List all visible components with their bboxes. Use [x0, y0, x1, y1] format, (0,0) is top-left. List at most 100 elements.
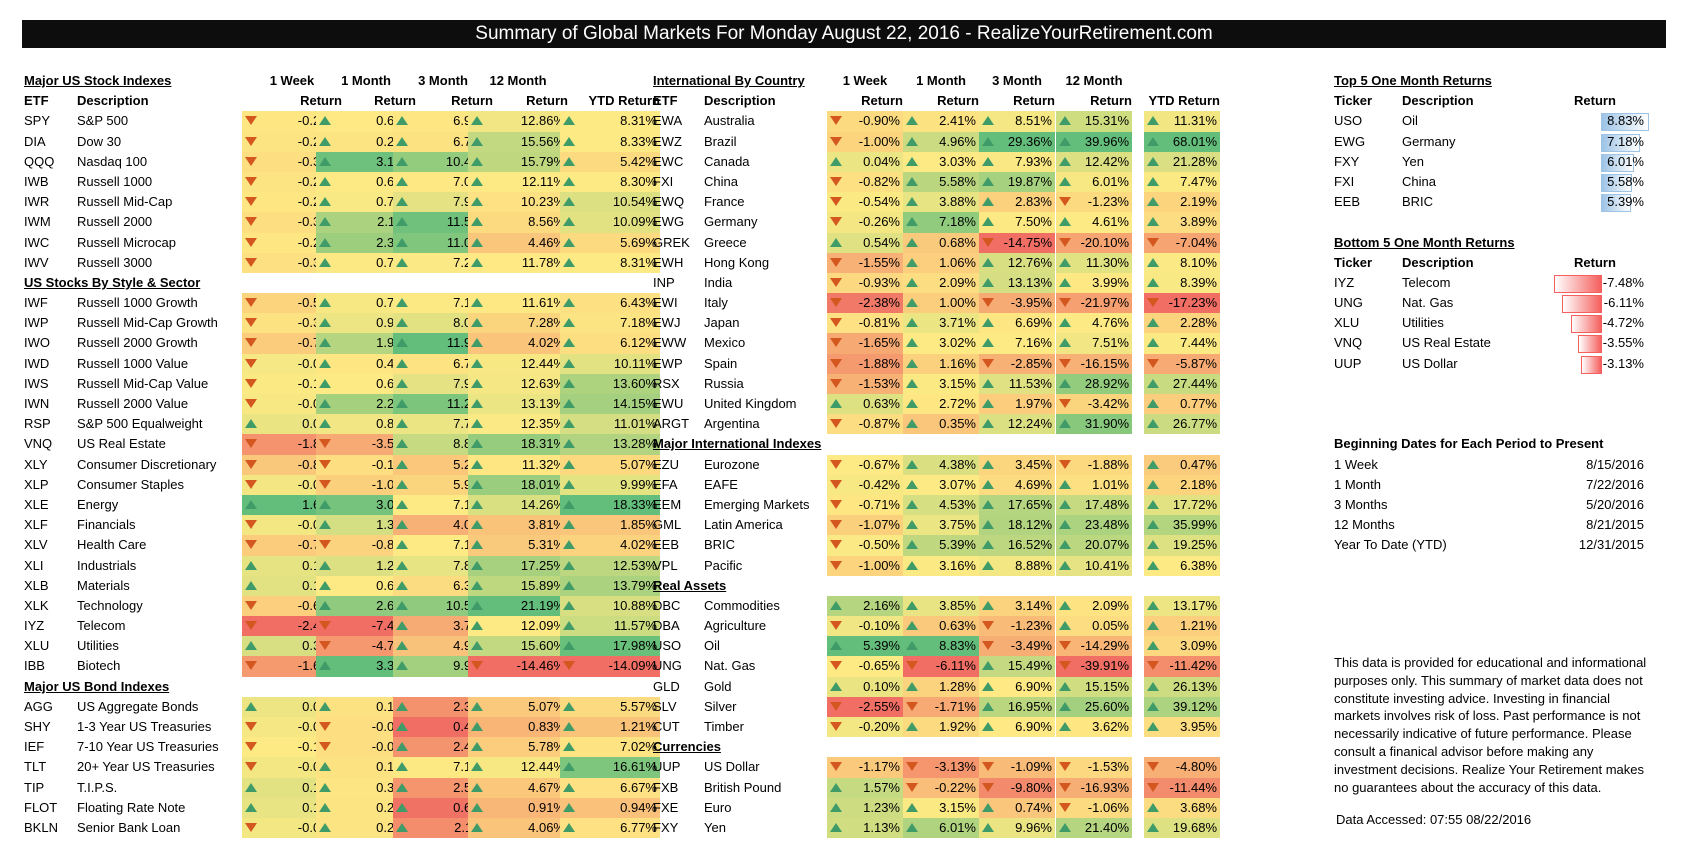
return-value: 5.58% — [939, 173, 976, 189]
up-arrow-icon — [319, 358, 331, 368]
up-arrow-icon — [906, 399, 918, 408]
section-title: Real Assets — [653, 577, 727, 593]
up-arrow-icon — [1059, 540, 1071, 550]
ytd-return-cell: 5.07% — [560, 454, 660, 475]
down-arrow-icon — [1147, 661, 1159, 671]
return-value: 12.42% — [1084, 153, 1129, 169]
return-value: 0.68% — [939, 234, 976, 250]
up-arrow-icon — [1147, 701, 1159, 711]
return-value: 35.99% — [1172, 517, 1217, 533]
return-value: -14.09% — [608, 658, 657, 674]
return-cell: 12.42% — [1056, 151, 1132, 172]
up-arrow-icon — [563, 176, 575, 186]
down-arrow-icon — [1147, 237, 1159, 247]
return-value: 4.02% — [528, 335, 565, 351]
description: Russell 2000 — [77, 214, 153, 230]
page-title: Summary of Global Markets For Monday Aug… — [22, 20, 1666, 48]
up-arrow-icon — [319, 580, 331, 590]
return-value: -14.75% — [1003, 234, 1052, 250]
spacer — [1334, 212, 1666, 232]
return-value: 6.38% — [1180, 557, 1217, 573]
up-arrow-icon — [471, 257, 483, 267]
table-row: EWH Hong Kong -1.55% 1.06% 12.76% 11.30% 8.10% — [653, 252, 1220, 273]
return-cell: 4.61% — [1056, 212, 1132, 233]
return-value: 20.07% — [1084, 537, 1129, 553]
return-value: 1.28% — [939, 678, 976, 694]
ticker: UUP — [1334, 355, 1362, 371]
description: S&P 500 — [77, 113, 129, 129]
up-arrow-icon — [396, 217, 408, 227]
return-value: 7.50% — [1015, 214, 1052, 230]
up-arrow-icon — [319, 560, 331, 570]
return-value: -16.15% — [1080, 355, 1129, 371]
down-arrow-icon — [245, 661, 257, 671]
up-arrow-icon — [982, 378, 994, 388]
ytd-return-cell: 7.18% — [560, 313, 660, 334]
ytd-return-cell: -7.04% — [1144, 232, 1220, 253]
return-value: 12.09% — [520, 618, 565, 634]
up-arrow-icon — [982, 822, 994, 832]
section-header-row: International By Country 1 Week 1 Month 3 M… — [653, 71, 1219, 91]
return-cell: -1.55% — [827, 252, 903, 273]
up-arrow-icon — [471, 762, 483, 772]
return-value: 7.44% — [1180, 335, 1217, 351]
disclaimer-line: investment decisions. Realize Your Retir… — [1334, 761, 1644, 777]
ytd-return-cell: 1.85% — [560, 515, 660, 536]
ticker: EWA — [653, 113, 683, 129]
up-arrow-icon — [830, 399, 842, 408]
down-arrow-icon — [830, 701, 842, 711]
up-arrow-icon — [830, 822, 842, 832]
return-value: 18.33% — [612, 496, 657, 512]
return-header: Return — [374, 93, 416, 109]
ticker: XLY — [24, 456, 48, 472]
down-arrow-icon — [245, 378, 257, 388]
return-value: -1.88% — [1087, 456, 1129, 472]
date-row: Year To Date (YTD) 12/31/2015 — [1334, 535, 1666, 555]
return-value: -11.42% — [1169, 658, 1217, 674]
ticker: FXE — [653, 799, 679, 815]
description: Russell Mid-Cap Growth — [77, 315, 218, 331]
ticker: FXB — [653, 779, 679, 795]
up-arrow-icon — [906, 237, 918, 247]
down-arrow-icon — [1059, 641, 1071, 651]
up-arrow-icon — [906, 802, 918, 812]
return-cell: -1.53% — [1056, 757, 1132, 778]
description: Timber — [704, 719, 744, 734]
up-arrow-icon — [563, 439, 575, 449]
up-arrow-icon — [1059, 338, 1071, 348]
down-arrow-icon — [319, 722, 331, 731]
return-header: Return — [937, 93, 979, 109]
return-cell: 1.28% — [903, 676, 979, 697]
ytd-return-cell: 0.47% — [1144, 454, 1220, 475]
down-arrow-icon — [1147, 762, 1159, 772]
description: Telecom — [1402, 274, 1451, 290]
return-value: 3.75% — [939, 517, 976, 533]
up-arrow-icon — [1147, 641, 1159, 651]
up-arrow-icon — [563, 136, 575, 146]
up-arrow-icon — [1059, 681, 1071, 691]
up-arrow-icon — [319, 156, 331, 166]
up-arrow-icon — [396, 499, 408, 509]
up-arrow-icon — [982, 600, 994, 610]
description: Latin America — [704, 517, 783, 533]
return-value: 1.21% — [1180, 618, 1217, 634]
up-arrow-icon — [982, 520, 994, 530]
return-cell: -1.71% — [903, 696, 979, 717]
up-arrow-icon — [471, 621, 483, 631]
return-cell: -0.10% — [827, 616, 903, 637]
description: Commodities — [704, 597, 780, 613]
return-value: 0.77% — [1180, 396, 1217, 411]
return-header: Return — [451, 93, 493, 109]
return-value: 1.97% — [1015, 396, 1052, 411]
return-value: 4.46% — [528, 234, 565, 250]
up-arrow-icon — [396, 176, 408, 186]
return-value: 15.60% — [520, 638, 565, 654]
return-cell: 5.07% — [468, 696, 568, 717]
table-row: EZU Eurozone -0.67% 4.38% 3.45% -1.88% 0.47% — [653, 454, 1220, 475]
